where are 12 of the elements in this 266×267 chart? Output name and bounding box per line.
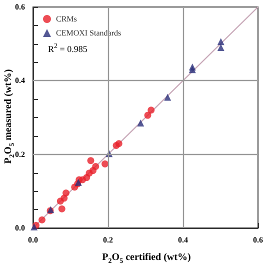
y-tick-label: 0.2: [15, 150, 25, 159]
y-tick-label: 0.0: [15, 224, 25, 232]
annotation: R$^{2}$ = 0.985: [48, 42, 88, 54]
x-tick-label: 0.4: [178, 236, 188, 244]
x-tick-label: 0.6: [253, 236, 263, 244]
legend-label: CEMOXI Standards: [56, 28, 122, 38]
y-tick-label: 0.6: [15, 2, 25, 12]
legend-label: CRMs: [56, 14, 77, 24]
x-tick-label: 0.0: [28, 236, 38, 244]
y-tick-label: 0.4: [15, 76, 25, 86]
x-axis-title: P$_{2}$O$_{5}$ certified (wt%): [101, 252, 192, 265]
x-tick-label: 0.2: [103, 236, 113, 244]
